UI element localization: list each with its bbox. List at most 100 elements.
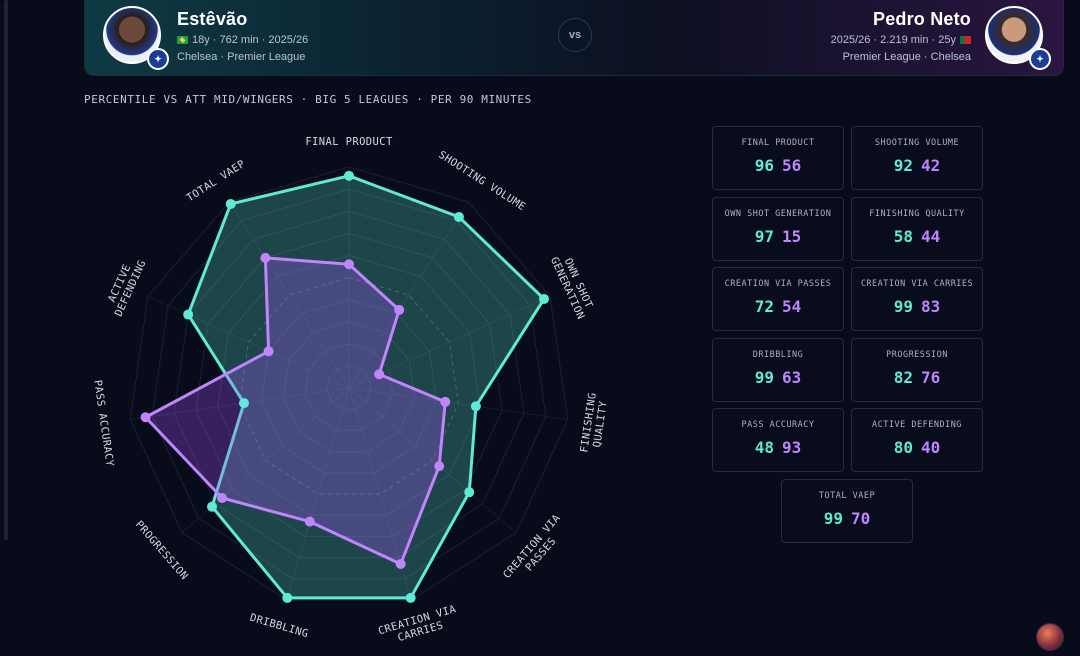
player2-percentile: 15 — [782, 226, 802, 246]
stat-card: PROGRESSION 82 76 — [851, 337, 983, 402]
grid-ring — [151, 188, 547, 580]
stat-card: PASS ACCURACY 48 93 — [712, 408, 844, 473]
app-logo-icon[interactable] — [1036, 623, 1064, 651]
player1-percentile: 72 — [754, 297, 774, 317]
axis-label-text: FINAL PRODUCT — [305, 136, 393, 148]
stat-card-label: ACTIVE DEFENDING — [872, 420, 962, 431]
player1-percentile: 99 — [823, 509, 843, 528]
player1-percentile: 96 — [754, 156, 774, 175]
stat-card-values: 97 15 — [713, 227, 843, 246]
stat-card-label: TOTAL VAEP — [818, 491, 876, 501]
comparison-header: ✦ Estêvão 18y · 762 min · 2025/26 Chelse… — [84, 0, 1064, 76]
scrollbar-track[interactable] — [2, 0, 8, 656]
stat-card-values: 48 93 — [713, 438, 843, 457]
stat-card-values: 99 63 — [713, 368, 843, 387]
series-area-2 — [144, 256, 447, 566]
grid-ring — [217, 254, 481, 516]
stat-card: FINISHING QUALITY 58 44 — [851, 196, 983, 261]
player1-percentile: 58 — [893, 226, 913, 246]
grid-ring — [195, 232, 503, 537]
series-area-1 — [186, 174, 546, 600]
stat-card-label: SHOOTING VOLUME — [874, 138, 960, 148]
series-2-point — [440, 396, 451, 407]
series-1-point — [183, 309, 194, 320]
stat-card-values: 96 56 — [713, 156, 843, 175]
chelsea-badge-icon: ✦ — [147, 48, 169, 70]
stat-card-values: 92 42 — [852, 156, 982, 175]
portugal-flag-icon — [960, 36, 971, 44]
axis-label: PASS ACCURACY — [91, 379, 115, 467]
axis-label-text: DRIBBLING — [248, 612, 309, 641]
stat-card: OWN SHOT GENERATION 97 15 — [712, 196, 844, 261]
grid-spoke — [147, 295, 350, 389]
player2-avatar — [985, 6, 1043, 64]
player1-percentile: 99 — [754, 367, 774, 387]
stat-card-label: PASS ACCURACY — [741, 420, 815, 431]
player1-percentile: 82 — [893, 367, 913, 387]
series-1-point — [464, 487, 475, 498]
grid-spoke — [348, 201, 469, 389]
player1-block: ✦ Estêvão 18y · 762 min · 2025/26 Chelse… — [103, 6, 322, 70]
series-1-point — [282, 592, 293, 603]
stat-card-label: PROGRESSION — [886, 349, 948, 360]
player1-percentile: 92 — [893, 156, 913, 175]
stat-card: ACTIVE DEFENDING 80 40 — [851, 408, 983, 473]
grid-ring — [282, 321, 416, 453]
series-2-point — [260, 252, 271, 263]
axis-label: PROGRESSION — [133, 519, 190, 583]
grid-ring — [304, 343, 394, 431]
axis-label: SHOOTING VOLUME — [436, 149, 527, 214]
stat-card-values: 72 54 — [713, 297, 843, 316]
series-1-point — [470, 401, 481, 412]
grid-ring — [326, 365, 372, 410]
player2-percentile: 83 — [921, 297, 941, 317]
player2-meta-row: 2025/26 · 2.219 min · 25y — [831, 34, 971, 46]
player2-meta: 2025/26 · 2.219 min · 25y — [830, 34, 956, 46]
axis-label: DRIBBLING — [248, 612, 309, 641]
player2-percentile: 63 — [782, 367, 802, 387]
vs-badge: vs — [558, 18, 592, 52]
player2-block: ✦ Pedro Neto 2025/26 · 2.219 min · 25y P… — [817, 6, 1051, 70]
player2-percentile: 76 — [921, 367, 941, 387]
player1-info: Estêvão 18y · 762 min · 2025/26 Chelsea … — [177, 9, 308, 63]
chart-subtitle: PERCENTILE VS ATT MID/WINGERS · BIG 5 LE… — [84, 93, 532, 106]
stat-card-label: FINISHING QUALITY — [869, 208, 965, 219]
grid-spoke — [286, 387, 350, 601]
stat-card-values: 99 83 — [852, 297, 982, 316]
grid-ring — [260, 299, 438, 474]
stat-card-values: 99 70 — [782, 509, 912, 528]
player2-percentile: 54 — [782, 297, 802, 317]
player2-name: Pedro Neto — [872, 9, 971, 29]
series-1-point — [453, 211, 464, 222]
series-2-point — [140, 412, 151, 423]
grid-spoke — [348, 387, 568, 420]
scrollbar-thumb[interactable] — [4, 0, 8, 540]
player2-percentile: 93 — [782, 438, 802, 458]
player2-percentile: 40 — [921, 438, 941, 458]
series-1-point — [344, 170, 354, 181]
series-1-point — [538, 293, 549, 304]
axis-label: TOTAL VAEP — [185, 158, 248, 204]
player2-percentile: 44 — [921, 226, 941, 246]
stat-card: TOTAL VAEP 99 70 — [781, 479, 913, 543]
stat-card-label: CREATION VIA CARRIES — [860, 279, 974, 290]
player1-percentile: 99 — [893, 297, 913, 317]
grid-ring — [173, 210, 525, 559]
stat-card-values: 58 44 — [852, 227, 982, 246]
player1-percentile: 80 — [893, 438, 913, 458]
player1-club: Chelsea · Premier League — [177, 51, 306, 63]
grid-ring — [129, 166, 569, 601]
player2-percentile: 56 — [782, 156, 802, 175]
stat-card: FINAL PRODUCT 96 56 — [712, 126, 844, 190]
axis-label-text: PROGRESSION — [133, 519, 190, 583]
series-2-point — [217, 492, 228, 503]
stat-card-label: OWN SHOT GENERATION — [724, 208, 832, 219]
series-1-point — [207, 501, 218, 512]
stat-card: DRIBBLING 99 63 — [712, 337, 844, 402]
series-1-point — [225, 198, 236, 209]
player2-avatar-wrap: ✦ — [985, 6, 1051, 70]
series-2-point — [344, 259, 354, 270]
